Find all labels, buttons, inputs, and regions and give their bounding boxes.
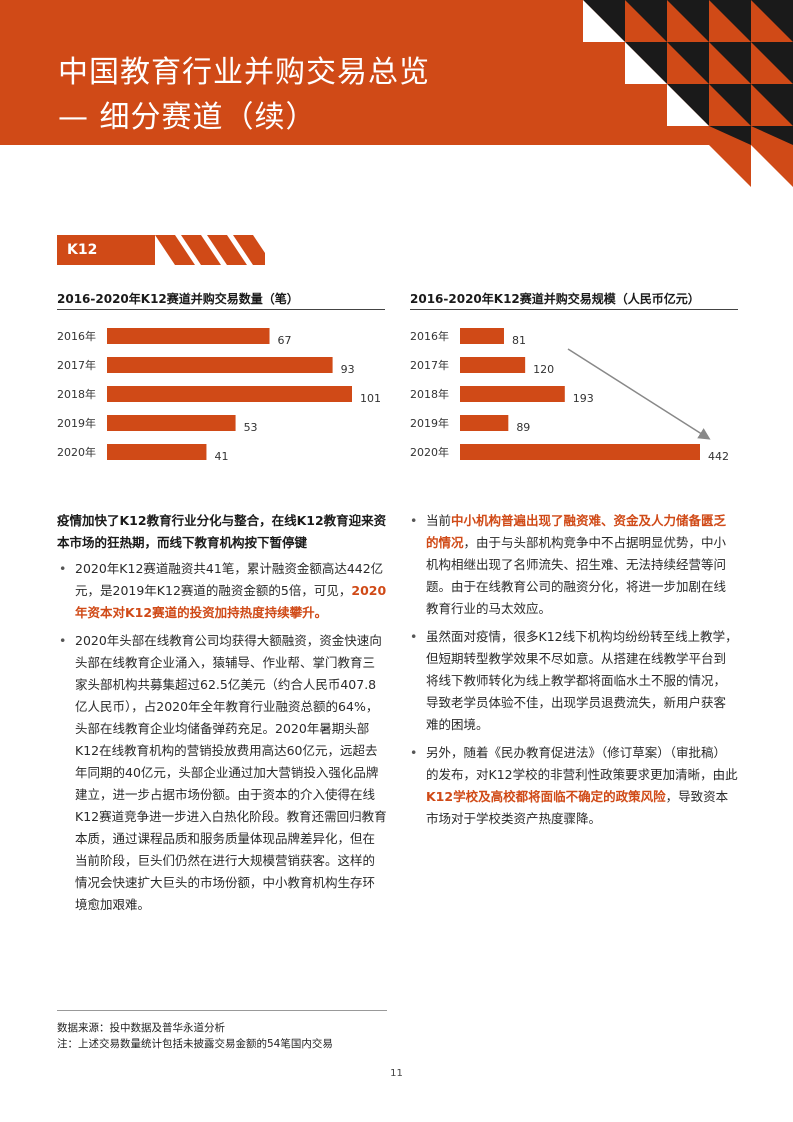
value-label: 93 [341,363,355,376]
chart-title-rule [410,309,738,310]
bar [460,357,526,373]
category-label: 2017年 [57,358,96,372]
header-triangle-pattern [583,0,793,187]
category-label: 2016年 [57,329,96,343]
category-label: 2020年 [57,445,96,459]
category-label: 2019年 [57,416,96,430]
page-title-line1: 中国教育行业并购交易总览 [58,55,430,90]
bullet-text: 当前 [426,513,452,528]
bullet-item: 当前中小机构普遍出现了融资难、资金及人力储备匮乏的情况，由于与头部机构竞争中不占… [408,510,738,620]
bullet-text: ，导致资本市场对于学校类资产热度骤降。 [426,789,729,826]
bullet-text: 2020年头部在线教育公司均获得大额融资，资金快速向头部在线教育企业涌入，猿辅导… [75,633,387,912]
category-label: 2018年 [57,387,96,401]
bar [107,357,333,373]
bullet-item: 另外，随着《民办教育促进法》（修订草案）（审批稿）的发布，对K12学校的非营利性… [408,742,738,830]
chart-plot: 2016年 67 2017年 93 2018年 101 2019年 53 2020年 41 [57,328,381,463]
bullet-text: 2020年K12赛道融资共41笔，累计融资金额高达442亿元，是2019年K12… [75,561,384,598]
category-label: 2020年 [410,445,449,459]
footnote: 数据来源：投中数据及普华永道分析 注：上述交易数量统计包括未披露交易金额的54笔… [57,1020,333,1052]
footnote-rule [57,1010,387,1011]
chart-deal-count: 2016-2020年K12赛道并购交易数量（笔） 2016年 67 2017年 93 2… [57,290,387,475]
value-label: 67 [278,334,292,347]
bar [460,328,504,344]
value-label: 81 [512,334,526,347]
section-tab-k12: K12 [57,235,155,265]
highlight-text: 中小机构普遍出现了融资难、资金及人力储备匮乏的情况 [426,513,727,550]
footnote-note: 注：上述交易数量统计包括未披露交易金额的54笔国内交易 [57,1038,333,1050]
bullet-text: ，由于与头部机构竞争中不占据明显优势，中小机构相继出现了名师流失、招生难、无法持… [426,535,727,616]
left-column: 疫情加快了K12教育行业分化与整合，在线K12教育迎来资本市场的狂热期，而线下教… [57,510,387,922]
bar [107,386,352,402]
bullet-text: 另外，随着《民办教育促进法》（修订草案）（审批稿）的发布，对K12学校的非营利性… [426,745,738,782]
bar [460,444,700,460]
category-label: 2018年 [410,387,449,401]
chart-deal-value: 2016-2020年K12赛道并购交易规模（人民币亿元） 2016年 81 2017… [410,290,740,475]
bullet-item: 2020年K12赛道融资共41笔，累计融资金额高达442亿元，是2019年K12… [57,558,387,624]
highlight-text: K12学校及高校都将面临不确定的政策风险 [426,789,666,804]
bar [460,386,565,402]
bullet-item: 2020年头部在线教育公司均获得大额融资，资金快速向头部在线教育企业涌入，猿辅导… [57,630,387,916]
trend-arrow [567,348,711,440]
value-label: 193 [573,392,594,405]
section-stripe-pattern [155,235,265,265]
chart-title: 2016-2020年K12赛道并购交易数量（笔） [57,292,299,306]
value-label: 120 [533,363,554,376]
value-label: 101 [360,392,381,405]
chart-plot: 2016年 81 2017年 120 2018年 193 2019年 89 2020年 442 [410,328,729,463]
footnote-source: 数据来源：投中数据及普华永道分析 [57,1022,225,1034]
highlight-text: 2020年资本对K12赛道的投资加持热度持续攀升。 [75,583,387,620]
category-label: 2017年 [410,358,449,372]
page-title: 中国教育行业并购交易总览 — 细分赛道（续） [58,50,430,140]
bar [460,415,509,431]
bar [107,444,207,460]
right-column: 当前中小机构普遍出现了融资难、资金及人力储备匮乏的情况，由于与头部机构竞争中不占… [408,510,738,836]
page-number: 11 [390,1068,403,1079]
value-label: 442 [708,450,729,463]
chart-title: 2016-2020年K12赛道并购交易规模（人民币亿元） [410,292,700,306]
chart-title-rule [57,309,385,310]
value-label: 53 [244,421,258,434]
bar [107,328,270,344]
bullet-item: 虽然面对疫情，很多K12线下机构均纷纷转至线上教学，但短期转型教学效果不尽如意。… [408,626,738,736]
category-label: 2016年 [410,329,449,343]
value-label: 41 [214,450,228,463]
category-label: 2019年 [410,416,449,430]
bar [107,415,236,431]
lead-paragraph: 疫情加快了K12教育行业分化与整合，在线K12教育迎来资本市场的狂热期，而线下教… [57,513,387,550]
page-title-line2: — 细分赛道（续） [58,100,317,135]
bullet-text: 虽然面对疫情，很多K12线下机构均纷纷转至线上教学，但短期转型教学效果不尽如意。… [426,629,738,732]
value-label: 89 [516,421,530,434]
